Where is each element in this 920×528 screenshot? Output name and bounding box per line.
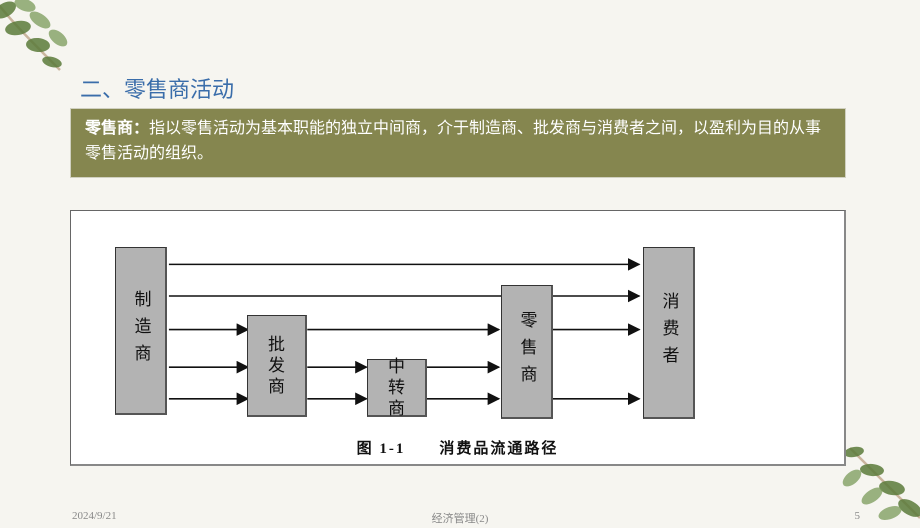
footer-mid: 经济管理(2) — [432, 510, 489, 526]
flowchart-arrows — [71, 211, 844, 464]
flowchart-frame: 制造商 批发商 中转商 零售商 消费者 图 1-1 消费品流通路径 — [70, 210, 846, 466]
footer-page: 5 — [855, 510, 861, 522]
flowchart-node-wholesaler: 批发商 — [247, 315, 307, 417]
flowchart-node-consumer: 消费者 — [643, 247, 695, 419]
definition-term: 零售商： — [85, 120, 149, 137]
flowchart-node-transfer: 中转商 — [367, 359, 427, 417]
flowchart-node-manufacturer: 制造商 — [115, 247, 167, 415]
section-title: 二、零售商活动 — [80, 72, 234, 104]
flowchart-node-retailer: 零售商 — [501, 285, 553, 419]
footer-date: 2024/9/21 — [72, 510, 117, 522]
diagram-caption: 图 1-1 消费品流通路径 — [71, 437, 844, 458]
definition-box: 零售商：指以零售活动为基本职能的独立中间商，介于制造商、批发商与消费者之间，以盈… — [70, 108, 846, 178]
definition-text: 指以零售活动为基本职能的独立中间商，介于制造商、批发商与消费者之间，以盈利为目的… — [85, 120, 821, 162]
